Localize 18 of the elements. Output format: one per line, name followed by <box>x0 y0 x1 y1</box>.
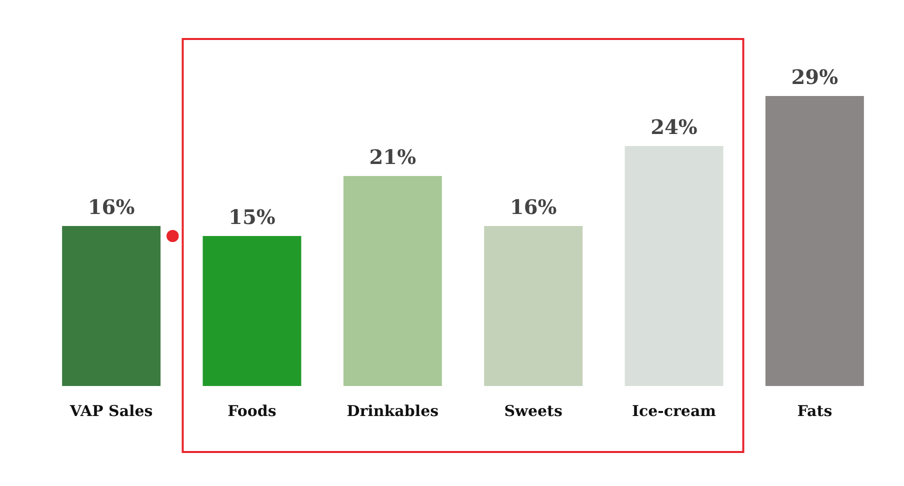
data-label: 15% <box>228 205 276 229</box>
data-label: 16% <box>510 195 557 219</box>
data-label: 24% <box>650 115 698 139</box>
x-tick-label: Ice-cream <box>632 402 716 420</box>
x-tick-label: VAP Sales <box>68 402 153 420</box>
bar <box>62 226 161 386</box>
data-label: 21% <box>369 145 416 169</box>
bar <box>624 146 724 386</box>
data-label: 29% <box>791 65 838 89</box>
bar <box>202 236 302 386</box>
x-tick-label: Drinkables <box>346 402 439 420</box>
x-tick-label: Sweets <box>504 402 562 420</box>
x-tick-label: Fats <box>797 402 832 420</box>
bar <box>484 226 583 386</box>
bar <box>765 96 864 386</box>
data-label: 16% <box>88 195 135 219</box>
x-tick-label: Foods <box>228 402 276 420</box>
bar <box>343 176 442 386</box>
